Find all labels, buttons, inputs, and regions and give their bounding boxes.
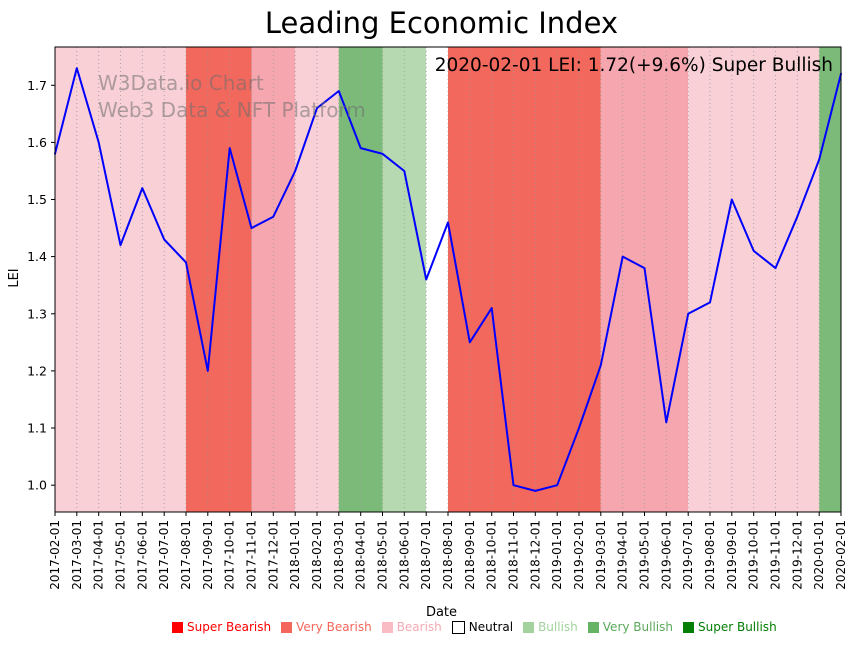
legend-swatch — [587, 621, 599, 633]
x-tick-label: 2017-02-01 — [48, 520, 62, 590]
legend-label: Very Bearish — [296, 620, 372, 634]
legend-item-very-bearish: Very Bearish — [281, 620, 372, 634]
x-tick-label: 2019-08-01 — [703, 520, 717, 590]
y-tick-label: 1.5 — [27, 192, 47, 207]
legend-swatch — [281, 621, 293, 633]
legend-label: Bearish — [396, 620, 442, 634]
x-tick-label: 2018-06-01 — [397, 520, 411, 590]
y-tick-label: 1.1 — [27, 421, 47, 436]
x-tick-label: 2018-07-01 — [419, 520, 433, 590]
page-title: Leading Economic Index — [264, 6, 619, 40]
legend-swatch — [523, 621, 535, 633]
x-tick-label: 2017-03-01 — [70, 520, 84, 590]
x-tick-label: 2017-08-01 — [179, 520, 193, 590]
sentiment-band-very-bullish — [819, 47, 841, 512]
legend-label: Neutral — [468, 620, 514, 634]
x-tick-label: 2019-03-01 — [594, 520, 608, 590]
x-tick-label: 2019-12-01 — [790, 520, 804, 590]
y-tick-label: 1.0 — [27, 478, 47, 493]
y-axis-label: LEI — [7, 268, 22, 288]
x-tick-label: 2019-10-01 — [747, 520, 761, 590]
legend-item-neutral: Neutral — [451, 620, 514, 634]
watermark-line2: Web3 Data & NFT Platform — [98, 98, 366, 122]
x-tick-label: 2018-12-01 — [528, 520, 542, 590]
legend-swatch — [172, 621, 183, 633]
x-tick-label: 2019-06-01 — [659, 520, 673, 590]
x-tick-label: 2017-04-01 — [92, 520, 106, 590]
x-tick-label: 2019-09-01 — [725, 520, 739, 590]
x-tick-label: 2017-07-01 — [157, 520, 171, 590]
legend-swatch — [451, 620, 465, 634]
x-tick-label: 2018-05-01 — [376, 520, 390, 590]
legend-item-super-bearish: Super Bearish — [172, 620, 271, 634]
x-tick-label: 2017-11-01 — [245, 520, 259, 590]
x-tick-label: 2019-02-01 — [572, 520, 586, 590]
x-tick-label: 2019-07-01 — [681, 520, 695, 590]
y-tick-label: 1.3 — [27, 306, 47, 321]
x-tick-label: 2018-01-01 — [288, 520, 302, 590]
sentiment-legend: Super Bearish Very Bearish Bearish Neutral B… — [172, 620, 777, 634]
x-axis-label: Date — [425, 605, 458, 620]
x-tick-label: 2017-12-01 — [266, 520, 280, 590]
x-tick-label: 2017-05-01 — [114, 520, 128, 590]
y-tick-label: 1.2 — [27, 363, 47, 378]
x-tick-label: 2018-09-01 — [463, 520, 477, 590]
legend-label: Super Bullish — [698, 620, 777, 634]
x-tick-label: 2020-02-01 — [834, 520, 848, 590]
x-tick-label: 2019-11-01 — [769, 520, 783, 590]
x-tick-label: 2018-04-01 — [354, 520, 368, 590]
x-tick-label: 2018-08-01 — [441, 520, 455, 590]
legend-item-bearish: Bearish — [381, 620, 442, 634]
legend-item-super-bullish: Super Bullish — [683, 620, 777, 634]
x-tick-label: 2019-01-01 — [550, 520, 564, 590]
watermark: W3Data.io Chart Web3 Data & NFT Platform — [98, 70, 366, 124]
legend-label: Super Bearish — [187, 620, 272, 634]
legend-swatch — [381, 621, 393, 633]
y-tick-label: 1.6 — [27, 135, 47, 150]
y-tick-label: 1.4 — [27, 249, 47, 264]
x-tick-label: 2018-03-01 — [332, 520, 346, 590]
watermark-line1: W3Data.io Chart — [98, 71, 264, 95]
x-tick-label: 2017-09-01 — [201, 520, 215, 590]
sentiment-band-very-bearish — [448, 47, 601, 512]
y-tick-label: 1.7 — [27, 78, 47, 93]
x-tick-label: 2018-02-01 — [310, 520, 324, 590]
legend-label: Bullish — [538, 620, 578, 634]
x-tick-label: 2019-04-01 — [616, 520, 630, 590]
sentiment-band-very-bearish — [186, 47, 252, 512]
legend-swatch — [683, 621, 694, 633]
legend-label: Very Bullish — [602, 620, 673, 634]
legend-item-very-bullish: Very Bullish — [587, 620, 673, 634]
sentiment-band-neutral — [426, 47, 448, 512]
x-tick-label: 2017-10-01 — [223, 520, 237, 590]
x-tick-label: 2020-01-01 — [812, 520, 826, 590]
lei-line — [54, 67, 842, 492]
x-tick-label: 2018-10-01 — [485, 520, 499, 590]
x-tick-label: 2018-11-01 — [507, 520, 521, 590]
x-tick-label: 2017-06-01 — [135, 520, 149, 590]
latest-value-annotation: 2020-02-01 LEI: 1.72(+9.6%) Super Bullis… — [434, 55, 833, 76]
legend-item-bullish: Bullish — [523, 620, 578, 634]
x-tick-label: 2019-05-01 — [638, 520, 652, 590]
